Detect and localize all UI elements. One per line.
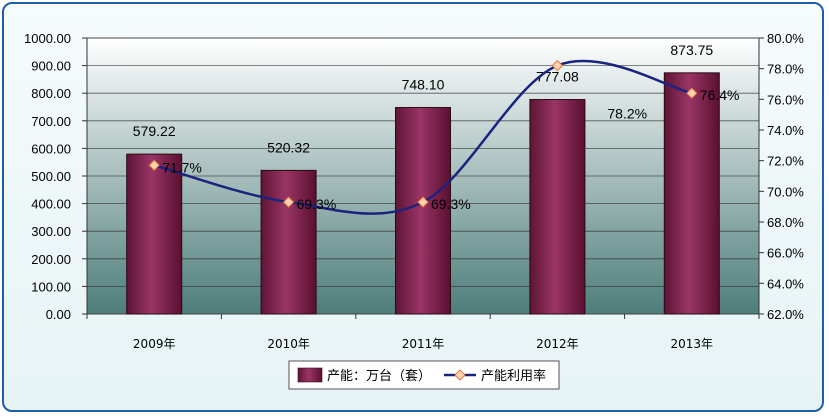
bar [126, 153, 183, 315]
bar-data-label: 520.32 [267, 139, 310, 155]
line-series [148, 59, 698, 215]
right-tick-label: 72.0% [767, 154, 804, 169]
right-axis: 62.0% 64.0% 66.0% 68.0% 70.0% 72.0% 74.0% 76.0%… [758, 31, 804, 322]
x-tick-label: 2009年 [133, 337, 176, 351]
x-tick-label: 2013年 [671, 337, 714, 351]
left-tick-label: 400.00 [31, 197, 71, 212]
left-tick-label: 600.00 [31, 141, 71, 156]
bar-data-label: 873.75 [670, 42, 713, 58]
line-data-label: 78.2% [607, 106, 647, 122]
right-tick-label: 64.0% [767, 276, 804, 291]
line-data-labels: 71.7% 69.3% 69.3% 78.2% 76.4% [162, 87, 739, 212]
right-tick-label: 76.0% [767, 92, 804, 107]
utilization-line [153, 59, 693, 215]
line-marker [148, 159, 160, 171]
line-marker [417, 196, 429, 208]
x-tick-label: 2010年 [267, 337, 310, 351]
bar [395, 107, 451, 315]
line-marker [282, 196, 295, 208]
x-tick-label: 2011年 [402, 337, 445, 351]
left-tick-label: 1000.00 [24, 31, 71, 46]
bar [663, 72, 720, 315]
left-tick-label: 300.00 [31, 224, 71, 239]
left-tick-label: 900.00 [31, 59, 71, 74]
left-tick-label: 100.00 [31, 279, 71, 294]
right-tick-label: 62.0% [767, 307, 804, 322]
line-data-label: 69.3% [431, 196, 471, 212]
legend-bar-swatch [297, 367, 323, 383]
left-tick-label: 500.00 [31, 169, 71, 184]
bar-series [126, 72, 720, 315]
bar-data-label: 748.10 [402, 77, 445, 93]
right-tick-label: 74.0% [767, 123, 804, 138]
right-tick-label: 68.0% [767, 215, 804, 230]
right-tick-label: 78.0% [767, 62, 804, 77]
line-data-label: 69.3% [297, 196, 337, 212]
line-marker [686, 87, 698, 99]
line-data-label: 71.7% [162, 159, 202, 175]
right-tick-label: 70.0% [767, 184, 804, 199]
left-tick-label: 0.00 [46, 307, 71, 322]
legend-label-capacity: 产能：万台（套） [327, 368, 431, 384]
legend: 产能：万台（套） 产能利用率 [288, 360, 560, 390]
x-tick-label: 2012年 [536, 337, 579, 351]
bar-data-label: 579.22 [133, 123, 176, 139]
left-tick-label: 200.00 [31, 252, 71, 267]
legend-diamond-marker [454, 369, 466, 381]
bar [529, 99, 586, 315]
x-axis: 2009年 2010年 2011年 2012年 2013年 [86, 314, 760, 351]
legend-box [288, 360, 560, 390]
right-tick-label: 80.0% [767, 31, 804, 46]
left-tick-label: 700.00 [31, 114, 71, 129]
right-tick-label: 66.0% [767, 246, 804, 261]
legend-label-utilization: 产能利用率 [481, 368, 546, 384]
bar [260, 169, 317, 315]
left-axis: 0.00 100.00 200.00 300.00 400.00 500.00 600.00… [24, 31, 88, 322]
line-marker [551, 59, 564, 72]
left-tick-label: 800.00 [31, 86, 71, 101]
line-data-label: 76.4% [700, 87, 740, 103]
